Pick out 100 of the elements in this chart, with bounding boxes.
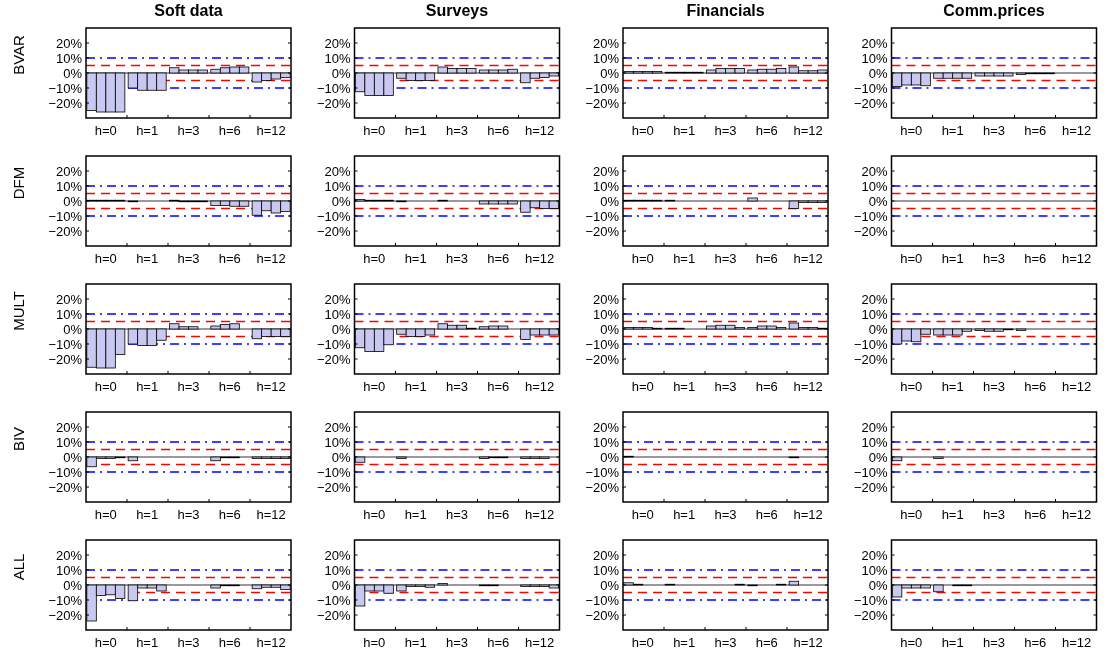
x-tick-label: h=3 [445,507,469,522]
y-tick-label: 0% [331,321,351,337]
y-tick-label: −10% [853,592,888,608]
y-tick-label: 10% [861,178,888,194]
y-tick-label: 0% [331,193,351,209]
y-tick-label: 20% [592,35,620,51]
x-tick-label: h=1 [941,379,964,394]
y-tick-label: 20% [55,163,83,179]
x-tick-label: h=1 [404,635,427,650]
y-tick-label: 20% [861,35,888,51]
y-tick-label: 0% [868,449,888,465]
x-tick-label: h=3 [445,251,469,266]
y-tick-label: 0% [600,449,620,465]
y-tick-label: −20% [316,479,351,495]
x-tick-label: h=6 [1024,635,1047,650]
y-tick-label: −20% [48,351,83,367]
x-tick-label: h=1 [404,507,427,522]
y-tick-label: 20% [324,547,351,563]
y-tick-label: −20% [316,351,351,367]
x-tick-label: h=0 [94,123,117,138]
y-tick-label: 20% [592,163,620,179]
y-axis-title: MULT [10,291,27,331]
y-tick-label: 10% [324,306,351,322]
x-tick-label: h=1 [941,507,964,522]
y-tick-label: 20% [55,291,83,307]
y-tick-label: −10% [585,336,620,352]
x-tick-label: h=1 [941,123,964,138]
y-tick-label: −10% [853,208,888,224]
y-tick-label: 10% [324,562,351,578]
y-tick-label: 0% [600,321,620,337]
x-tick-label: h=0 [363,507,386,522]
y-tick-label: 10% [861,562,888,578]
y-tick-label: −20% [48,223,83,239]
x-tick-label: h=12 [793,123,823,138]
x-tick-label: h=12 [1062,251,1092,266]
y-tick-label: 10% [324,434,351,450]
x-tick-label: h=0 [631,251,654,266]
y-axis-title: BIV [10,426,27,452]
x-tick-label: h=3 [177,123,200,138]
x-tick-label: h=6 [487,379,510,394]
x-tick-label: h=12 [525,507,555,522]
x-tick-label: h=3 [445,379,469,394]
x-tick-label: h=1 [136,635,159,650]
y-tick-label: 0% [63,193,83,209]
y-axis-title: DFM [10,166,27,200]
y-tick-label: 20% [55,35,83,51]
y-tick-label: −20% [316,95,351,111]
x-tick-label: h=3 [982,507,1006,522]
y-tick-label: −20% [853,607,888,623]
y-tick-label: −20% [585,351,620,367]
x-tick-label: h=6 [218,635,241,650]
y-tick-label: −20% [585,479,620,495]
y-tick-label: 20% [861,419,888,435]
x-tick-label: h=0 [631,507,654,522]
y-tick-label: 10% [861,434,888,450]
x-tick-label: h=12 [793,507,823,522]
x-tick-label: h=3 [982,635,1006,650]
x-tick-label: h=0 [94,251,117,266]
y-tick-label: 10% [55,306,83,322]
y-tick-label: 10% [592,434,620,450]
y-tick-label: 20% [592,419,620,435]
y-tick-label: −10% [48,80,83,96]
x-tick-label: h=6 [1024,251,1047,266]
y-tick-label: −10% [853,80,888,96]
y-axis-title: BVAR [10,34,27,75]
x-tick-label: h=0 [94,507,117,522]
y-tick-label: −10% [316,592,351,608]
y-tick-label: −20% [48,607,83,623]
x-tick-label: h=1 [404,379,427,394]
x-tick-label: h=6 [755,123,778,138]
x-tick-label: h=0 [363,379,386,394]
y-tick-label: 0% [331,577,351,593]
y-tick-label: −10% [585,208,620,224]
x-tick-label: h=6 [487,635,510,650]
x-tick-label: h=0 [363,251,386,266]
y-tick-label: 20% [55,419,83,435]
y-tick-label: 10% [861,306,888,322]
y-tick-label: −20% [585,95,620,111]
x-tick-label: h=3 [982,123,1006,138]
y-tick-label: 0% [600,65,620,81]
y-tick-label: −20% [48,479,83,495]
y-tick-label: 0% [63,449,83,465]
x-tick-label: h=3 [982,251,1006,266]
chart-title: Comm.prices [943,2,1045,19]
y-tick-label: 0% [600,193,620,209]
x-tick-label: h=1 [136,123,159,138]
x-tick-label: h=12 [793,251,823,266]
y-tick-label: 0% [63,577,83,593]
x-tick-label: h=1 [136,507,159,522]
x-tick-label: h=1 [673,123,696,138]
y-tick-label: −10% [48,336,83,352]
y-tick-label: 0% [868,193,888,209]
x-tick-label: h=6 [1024,379,1047,394]
x-tick-label: h=0 [900,123,923,138]
x-tick-label: h=3 [177,379,200,394]
x-tick-label: h=12 [256,379,286,394]
x-tick-label: h=1 [941,635,964,650]
y-tick-label: 10% [55,50,83,66]
y-tick-label: 0% [331,65,351,81]
x-tick-label: h=3 [982,379,1006,394]
